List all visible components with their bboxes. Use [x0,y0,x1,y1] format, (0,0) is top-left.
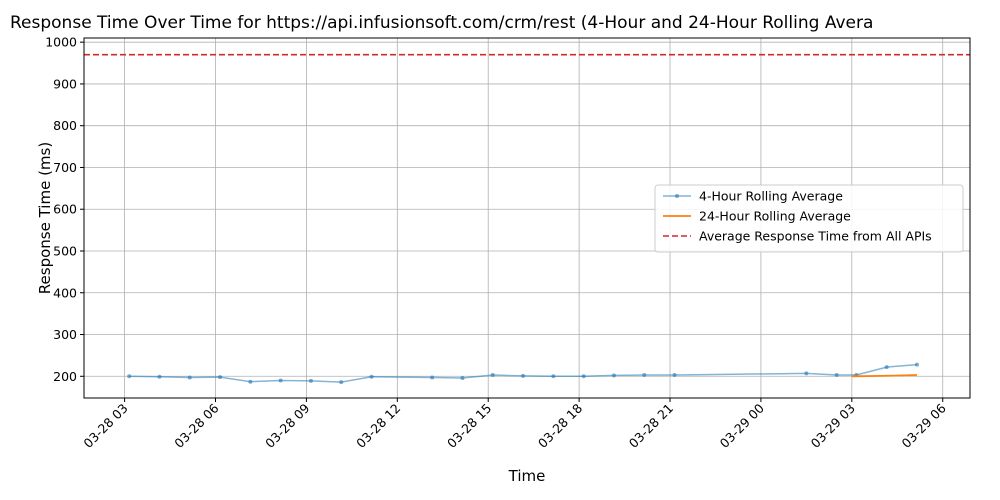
x-tick-label: 03-28 12 [353,401,403,451]
series-4-hour-point [248,379,253,384]
series-4-hour-point [339,380,344,385]
series-4-hour-point [218,375,223,380]
series-4-hour-point [551,374,556,379]
legend-label: 24-Hour Rolling Average [699,209,851,224]
y-tick-label: 300 [53,327,77,342]
legend-label: Average Response Time from All APIs [699,229,932,244]
series-4-hour-point [521,373,526,378]
series-4-hour-point [430,375,435,380]
y-tick-label: 600 [53,202,77,217]
x-tick-label: 03-29 03 [808,401,858,451]
legend-box [654,184,964,253]
y-tick-label: 500 [53,243,77,258]
series-4-hour-point [642,373,647,378]
x-tick-label: 03-28 15 [444,401,494,451]
series-4-hour-point [127,374,132,379]
series-4-hour-point [278,378,283,383]
x-axis-ticks: 03-28 03 03-28 06 03-28 09 03-28 12 03-28 15… [80,398,949,451]
series-24-hour-line [851,374,918,378]
y-tick-label: 900 [53,76,77,91]
x-tick-label: 03-29 06 [899,400,949,450]
series-4-hour-point [804,371,809,376]
series-4-hour-line [129,363,918,383]
legend-marker [675,194,679,198]
series-4-hour-point [460,375,465,380]
series-4-hour-point [187,375,192,380]
y-tick-label: 200 [53,369,77,384]
series-4-hour-point [490,373,495,378]
series-4-hour-point [308,378,313,383]
legend-label: 4-Hour Rolling Average [699,189,843,204]
y-tick-label: 700 [53,160,77,175]
series-4-hour-point [834,373,839,378]
series-4-hour-point [369,374,374,379]
y-axis-label: Response Time (ms) [36,142,54,294]
x-axis-label: Time [508,467,546,485]
plot-frame [83,37,971,399]
series-4-hour-point [157,374,162,379]
x-tick-label: 03-29 00 [717,400,767,450]
series-4-hour-point [914,362,919,367]
y-tick-label: 400 [53,285,77,300]
series-4-hour-point [581,374,586,379]
chart-title: Response Time Over Time for https://api.… [10,13,873,33]
x-tick-label: 03-28 03 [80,401,130,451]
y-axis-ticks: 200 300 400 500 600 700 800 900 1000 [45,35,84,384]
series-4-hour-point [884,365,889,370]
series-layer [127,362,919,385]
x-tick-label: 03-28 06 [171,400,221,450]
series-4-hour-point [672,373,677,378]
x-tick-label: 03-28 09 [262,400,312,450]
y-tick-label: 800 [53,118,77,133]
x-tick-label: 03-28 18 [535,400,585,450]
series-4-hour-point [611,373,616,378]
x-tick-label: 03-28 21 [626,401,676,451]
y-tick-label: 1000 [45,35,77,50]
legend: 4-Hour Rolling Average 24-Hour Rolling Av… [654,184,964,253]
